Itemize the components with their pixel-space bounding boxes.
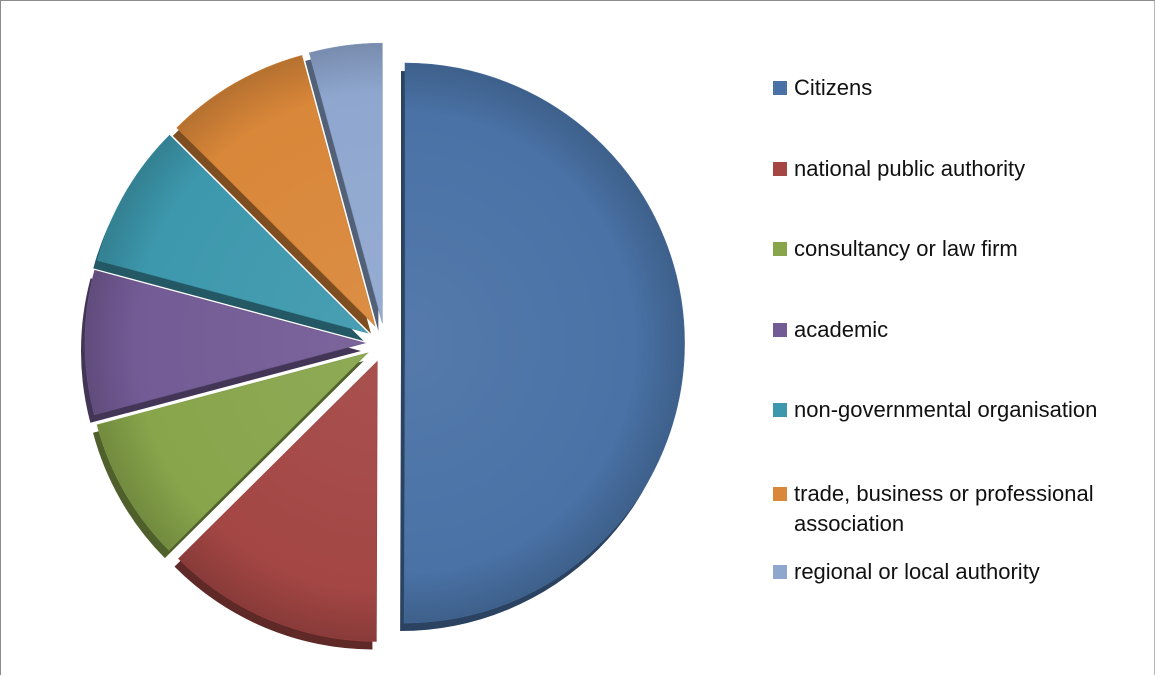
pie-slice-citizens: [403, 62, 685, 624]
legend-item-national-public-authority: national public authority: [773, 154, 1148, 184]
legend-item-citizens: Citizens: [773, 73, 1148, 103]
legend-item-non-governmental-organisation: non-governmental organisation: [773, 395, 1148, 425]
pie-slice-non-governmental-organisation: [96, 134, 369, 334]
legend-label-consultancy-or-law-firm: consultancy or law firm: [794, 236, 1018, 261]
legend-label-national-public-authority: national public authority: [794, 156, 1026, 181]
legend-label-citizens: Citizens: [794, 75, 873, 100]
legend-item-trade-business-or-professional-association: trade, business or professional associat…: [773, 479, 1148, 539]
legend-label-trade-business-or-professional-association: trade, business or professional associat…: [794, 481, 1094, 536]
legend-label-non-governmental-organisation: non-governmental organisation: [794, 397, 1098, 422]
legend-swatch-national-public-authority: [773, 162, 787, 176]
legend-swatch-citizens: [773, 81, 787, 95]
legend-item-academic: academic: [773, 315, 1148, 345]
legend-swatch-regional-or-local-authority: [773, 565, 787, 579]
pie-slice-regional-or-local-authority: [308, 42, 383, 324]
legend-label-regional-or-local-authority: regional or local authority: [794, 559, 1040, 584]
legend-item-regional-or-local-authority: regional or local authority: [773, 557, 1148, 587]
pie-slice-consultancy-or-law-firm: [96, 352, 369, 551]
legend-swatch-academic: [773, 323, 787, 337]
pie-slice-academic: [84, 269, 367, 416]
legend-label-academic: academic: [794, 317, 889, 342]
legend-swatch-non-governmental-organisation: [773, 403, 787, 417]
pie-slice-national-public-authority: [178, 360, 378, 642]
legend-swatch-consultancy-or-law-firm: [773, 242, 787, 256]
legend-item-consultancy-or-law-firm: consultancy or law firm: [773, 234, 1148, 264]
pie-slice-trade-business-or-professional-association: [176, 55, 376, 327]
legend-swatch-trade-business-or-professional-association: [773, 487, 787, 501]
